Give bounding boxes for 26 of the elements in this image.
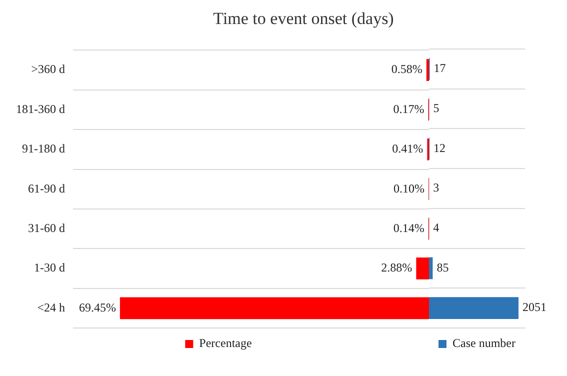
data-label: 0.41% <box>392 142 424 156</box>
y-tick-label: 1-30 d <box>34 260 65 275</box>
data-label: 17 <box>434 61 446 76</box>
y-tick-label: 181-360 d <box>16 102 65 116</box>
data-label: 12 <box>434 140 446 155</box>
chart-title: Time to event onset (days) <box>212 8 395 30</box>
data-label: 3 <box>433 180 440 195</box>
legend-label: Case number <box>452 336 516 350</box>
data-label: 0.17% <box>393 102 424 116</box>
data-label: 0.58% <box>391 62 422 76</box>
bar <box>426 59 429 81</box>
legend-label: Percentage <box>199 336 252 350</box>
data-label: 85 <box>436 260 449 274</box>
y-tick-label: 61-90 d <box>28 181 65 196</box>
data-label: 0.10% <box>394 181 425 196</box>
y-tick-label: 91-180 d <box>22 142 65 156</box>
data-label: 4 <box>433 220 440 235</box>
y-tick-label: 31-60 d <box>28 220 65 235</box>
data-label: 69.45% <box>78 300 116 314</box>
data-label: 2051 <box>522 300 546 314</box>
y-tick-label: >360 d <box>31 62 65 76</box>
y-tick-label: <24 h <box>37 300 65 314</box>
data-label: 5 <box>433 100 440 115</box>
bar <box>429 297 518 320</box>
data-label: 0.14% <box>393 220 424 235</box>
data-label: 2.88% <box>381 260 412 275</box>
